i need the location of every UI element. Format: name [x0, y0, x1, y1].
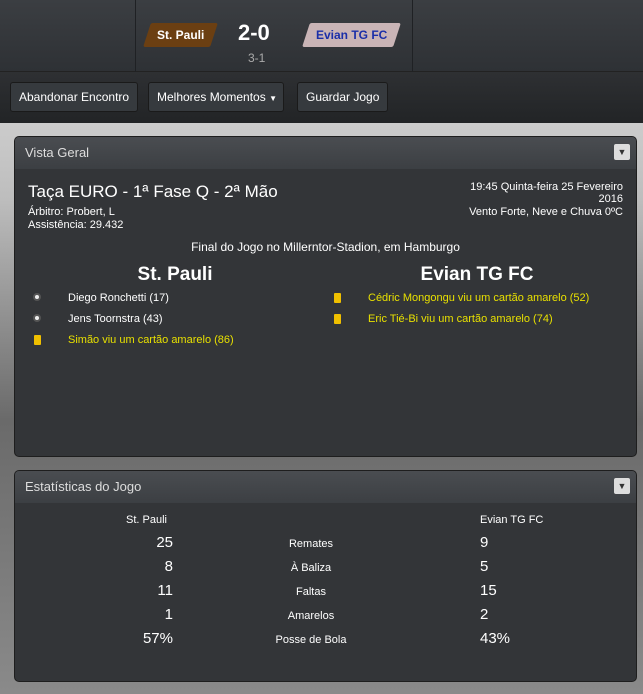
- panel-title: Vista Geral: [25, 145, 90, 160]
- stat-label: Amarelos: [287, 610, 335, 622]
- match-header: St. Pauli 2-0 3-1 Evian TG FC: [0, 0, 643, 72]
- panel-header: Estatísticas do Jogo ▼: [15, 471, 636, 503]
- goal-ball-icon: [33, 293, 41, 301]
- overview-panel: Vista Geral ▼ Taça EURO - 1ª Fase Q - 2ª …: [14, 136, 637, 457]
- panel-header: Vista Geral ▼: [15, 137, 636, 169]
- competition-title: Taça EURO - 1ª Fase Q - 2ª Mão: [28, 182, 278, 201]
- aggregate-score: 3-1: [248, 51, 266, 65]
- collapse-icon[interactable]: ▼: [614, 144, 630, 160]
- stat-away-value: 5: [480, 558, 489, 575]
- highlights-label: Melhores Momentos: [157, 90, 266, 104]
- stats-panel: Estatísticas do Jogo ▼ St. Pauli Evian TG…: [14, 470, 637, 682]
- home-team-badge[interactable]: St. Pauli: [143, 23, 219, 47]
- match-datetime: 19:45 Quinta-feira 25 Fevereiro 2016: [470, 181, 623, 205]
- weather: Vento Forte, Neve e Chuva 0ºC: [469, 206, 623, 218]
- venue: Final do Jogo no Millerntor-Stadion, em …: [191, 240, 460, 254]
- away-team-heading: Evian TG FC: [420, 264, 534, 285]
- stat-away-value: 2: [480, 606, 489, 623]
- stat-label: Faltas: [296, 586, 326, 598]
- stat-label: À Baliza: [290, 562, 332, 574]
- divider: [412, 0, 413, 72]
- toolbar: Abandonar Encontro Melhores Momentos ▼ G…: [0, 72, 643, 123]
- away-team-badge[interactable]: Evian TG FC: [302, 23, 402, 47]
- abandon-match-button[interactable]: Abandonar Encontro: [10, 82, 139, 112]
- highlights-dropdown[interactable]: Melhores Momentos ▼: [148, 82, 284, 112]
- referee: Árbitro: Probert, L: [28, 206, 115, 218]
- stat-home-value: 8: [164, 558, 173, 575]
- event-item: Eric Tié-Bi viu um cartão amarelo (74): [368, 313, 553, 325]
- stats-away-team: Evian TG FC: [480, 514, 544, 526]
- attendance: Assistência: 29.432: [28, 219, 124, 231]
- goal-ball-icon: [33, 314, 41, 322]
- caret-down-icon: ▼: [269, 94, 277, 103]
- stats-home-team: St. Pauli: [126, 514, 167, 526]
- stat-home-value: 1: [164, 606, 173, 623]
- collapse-icon[interactable]: ▼: [614, 478, 630, 494]
- stat-home-value: 57%: [142, 630, 173, 647]
- event-item: Diego Ronchetti (17): [68, 292, 169, 304]
- event-item: Cédric Mongongu viu um cartão amarelo (5…: [368, 292, 590, 304]
- divider: [135, 0, 136, 72]
- stat-label: Posse de Bola: [275, 634, 347, 646]
- panel-title: Estatísticas do Jogo: [25, 479, 142, 494]
- save-game-button[interactable]: Guardar Jogo: [297, 82, 389, 112]
- stat-home-value: 11: [157, 582, 173, 599]
- stat-away-value: 9: [480, 534, 489, 551]
- yellow-card-icon: [34, 335, 41, 345]
- event-item: Jens Toornstra (43): [68, 313, 163, 325]
- stat-label: Remates: [288, 538, 334, 550]
- away-team-name: Evian TG FC: [316, 28, 388, 42]
- stat-home-value: 25: [156, 534, 173, 551]
- datetime: 19:45 Quinta-feira 25 Fevereiro: [470, 181, 623, 193]
- yellow-card-icon: [334, 293, 341, 303]
- home-team-heading: St. Pauli: [137, 264, 213, 285]
- stat-away-value: 15: [480, 582, 497, 599]
- home-team-name: St. Pauli: [157, 28, 205, 42]
- stat-away-value: 43%: [480, 630, 511, 647]
- event-item: Simão viu um cartão amarelo (86): [68, 334, 234, 346]
- score: 2-0: [238, 20, 270, 45]
- yellow-card-icon: [334, 314, 341, 324]
- year: 2016: [598, 193, 623, 205]
